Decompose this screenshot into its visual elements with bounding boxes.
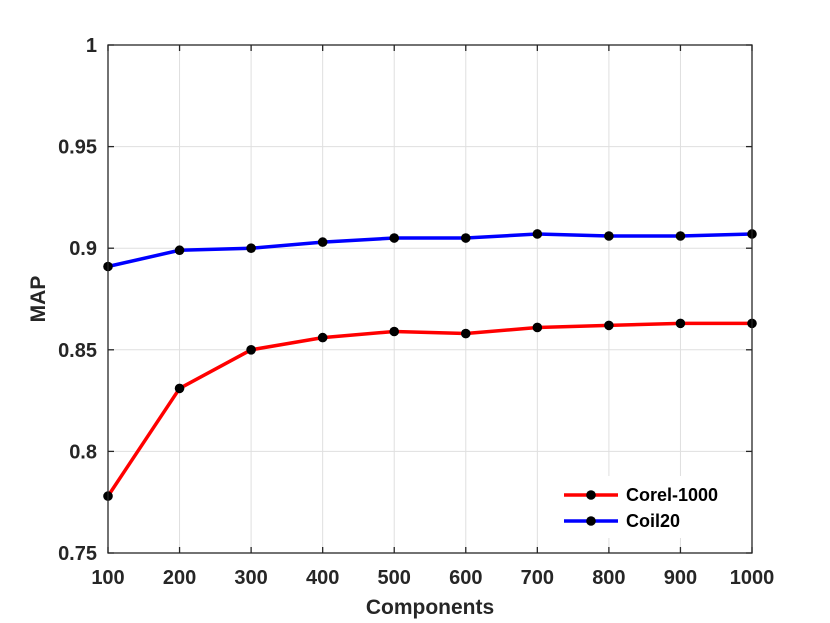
y-tick-label: 0.95 [58, 137, 97, 159]
series-corel-1000 [103, 318, 757, 501]
data-point [604, 231, 614, 241]
ticks-group: 100 200 300 400 500 600 700 800 900 1000 0.75 0.8 0.… [58, 35, 774, 589]
data-point [246, 243, 256, 253]
x-tick-label: 400 [306, 567, 339, 589]
legend-marker [586, 516, 596, 526]
x-tick-label: 200 [163, 567, 196, 589]
x-tick-label: 1000 [730, 567, 775, 589]
data-point [604, 320, 614, 331]
legend-label: Coil20 [626, 511, 680, 531]
y-tick-label: 0.8 [69, 441, 97, 463]
legend-box [558, 476, 732, 538]
data-point [389, 326, 400, 337]
data-point [460, 328, 471, 339]
y-tick-label: 0.9 [69, 238, 97, 260]
data-point [317, 332, 328, 343]
x-tick-label: 500 [378, 567, 411, 589]
x-tick-label: 900 [664, 567, 697, 589]
x-tick-label: 300 [234, 567, 267, 589]
legend: Corel-1000 Coil20 [558, 476, 732, 538]
y-tick-label: 1 [86, 35, 97, 57]
y-tick-label: 0.85 [58, 340, 97, 362]
x-tick-label: 100 [91, 567, 124, 589]
legend-marker [586, 490, 596, 500]
data-point [174, 383, 185, 394]
data-point [532, 322, 543, 333]
x-tick-label: 600 [449, 567, 482, 589]
series-line [107, 232, 753, 269]
data-point [174, 245, 185, 256]
x-tick-label: 800 [592, 567, 625, 589]
data-point [460, 233, 471, 243]
data-point [389, 233, 400, 243]
series-line [106, 321, 752, 498]
data-point [532, 229, 543, 239]
plot-frame [107, 44, 753, 554]
y-tick-label: 0.75 [58, 543, 97, 565]
x-axis-label: Components [366, 596, 494, 619]
data-point [675, 231, 686, 241]
data-point [246, 345, 256, 355]
x-tick-label: 700 [521, 567, 554, 589]
y-axis-label: MAP [27, 276, 50, 323]
legend-label: Corel-1000 [626, 485, 718, 505]
plot-area [108, 45, 752, 553]
data-point [675, 318, 686, 329]
data-point [317, 237, 328, 247]
